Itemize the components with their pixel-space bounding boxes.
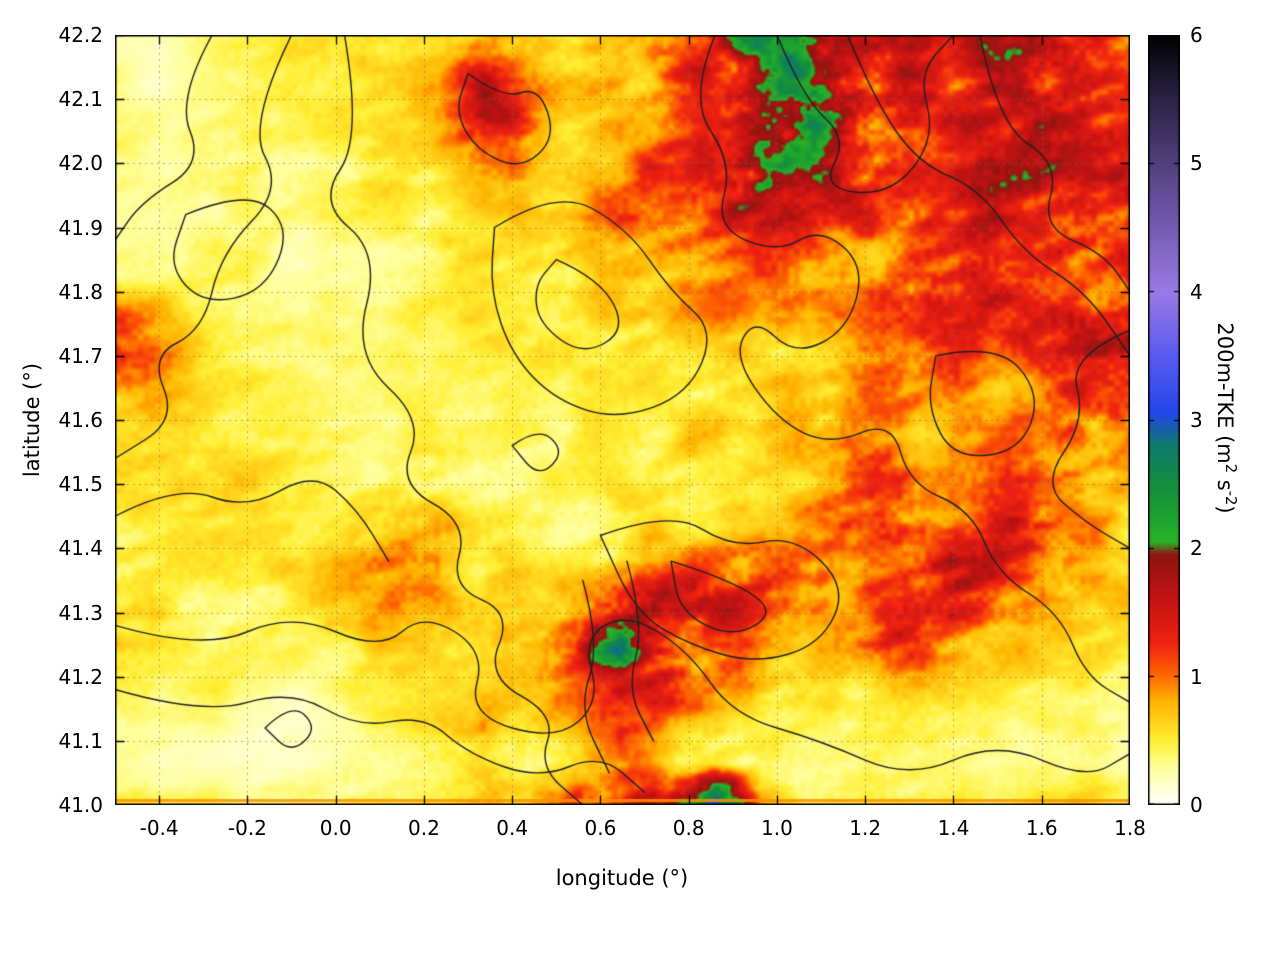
- y-tick-label: 41.5: [58, 472, 103, 497]
- x-tick-label: 0.4: [496, 816, 529, 840]
- y-tick-label: 41.3: [58, 600, 103, 625]
- y-tick-label: 42.0: [58, 151, 103, 176]
- colorbar-tick-label: 4: [1190, 279, 1203, 304]
- y-tick-label: 42.1: [58, 87, 103, 112]
- colorbar-label-sup2: -2: [1222, 490, 1239, 506]
- x-tick-label: 1.2: [849, 816, 882, 840]
- colorbar-tick-label: 2: [1190, 536, 1203, 561]
- colorbar-label-prefix: 200m-TKE (m: [1213, 322, 1237, 464]
- y-tick-label: 41.2: [58, 664, 103, 689]
- colorbar: [1148, 35, 1180, 805]
- y-tick-label: 41.6: [58, 408, 103, 432]
- x-tick-label: 1.8: [1114, 816, 1146, 840]
- x-axis-label: longitude (°): [555, 866, 689, 890]
- y-tick-label: 41.9: [58, 215, 103, 240]
- x-tick-label: 0.6: [584, 816, 617, 840]
- colorbar-label: 200m-TKE (m2 s-2): [1213, 322, 1239, 513]
- colorbar-tick-label: 0: [1190, 793, 1203, 817]
- y-tick-label: 41.4: [58, 536, 103, 561]
- x-tick-label: 0.0: [319, 816, 352, 840]
- colorbar-tick-label: 3: [1190, 408, 1203, 432]
- x-tick-label: 0.2: [408, 816, 440, 840]
- colorbar-tick-label: 5: [1190, 151, 1203, 176]
- x-tick-label: 1.4: [937, 816, 970, 840]
- y-tick-label: 41.1: [58, 728, 103, 753]
- colorbar-label-sup1: 2: [1222, 463, 1239, 474]
- heatmap-canvas: [115, 35, 1130, 805]
- x-tick-label: 1.0: [761, 816, 793, 840]
- y-axis-label: latitude (°): [20, 362, 44, 478]
- colorbar-tick-label: 6: [1190, 23, 1203, 47]
- x-tick-label: -0.4: [139, 816, 179, 840]
- colorbar-label-mid: s: [1213, 473, 1237, 491]
- y-tick-label: 41.0: [58, 793, 103, 817]
- x-tick-label: -0.2: [227, 816, 267, 840]
- x-tick-label: 0.8: [672, 816, 705, 840]
- y-tick-label: 41.8: [58, 279, 103, 304]
- colorbar-tick-label: 1: [1190, 664, 1203, 689]
- colorbar-label-suffix: ): [1213, 505, 1237, 514]
- y-tick-label: 41.7: [58, 343, 103, 368]
- x-tick-label: 1.6: [1025, 816, 1058, 840]
- y-tick-label: 42.2: [58, 23, 103, 47]
